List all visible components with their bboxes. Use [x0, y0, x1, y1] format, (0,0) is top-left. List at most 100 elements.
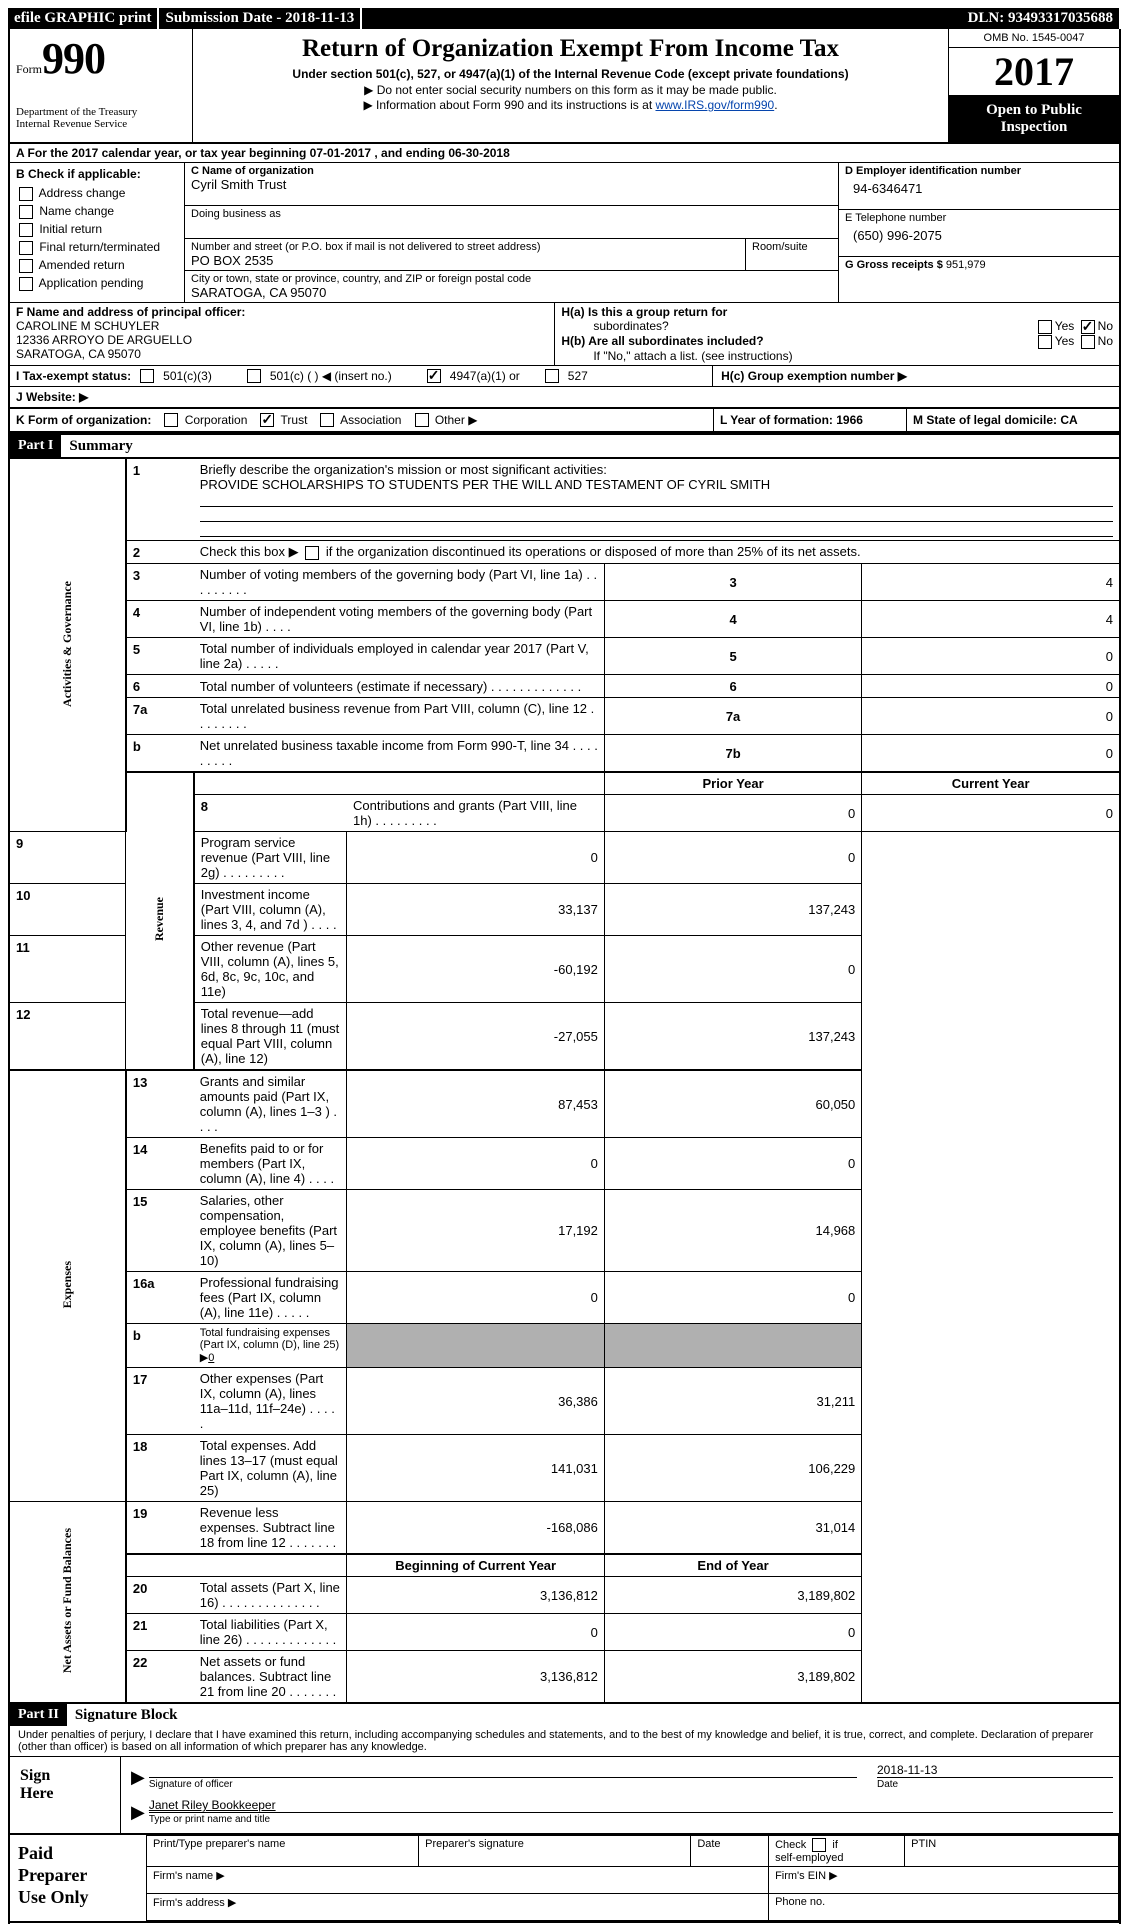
k-trust[interactable] — [260, 413, 274, 427]
dept-treasury: Department of the Treasury — [16, 106, 186, 118]
l16a-prior: 0 — [347, 1272, 604, 1324]
dept-irs: Internal Revenue Service — [16, 118, 186, 130]
l2-checkbox[interactable] — [305, 546, 319, 560]
l10-text: Investment income (Part VIII, column (A)… — [194, 884, 347, 936]
k-other[interactable] — [415, 413, 429, 427]
self-emp-cb[interactable] — [812, 1838, 826, 1852]
l9-text: Program service revenue (Part VIII, line… — [194, 832, 347, 884]
side-governance: Activities & Governance — [60, 581, 75, 707]
l7a-text: Total unrelated business revenue from Pa… — [194, 698, 605, 735]
ha-yes[interactable] — [1038, 320, 1052, 334]
cb-final-return[interactable]: Final return/terminated — [16, 238, 178, 256]
cb-address-change[interactable]: Address change — [16, 184, 178, 202]
l8-prior: 0 — [604, 795, 861, 832]
l18-text: Total expenses. Add lines 13–17 (must eq… — [194, 1435, 347, 1502]
part-2-label: Part II — [10, 1704, 67, 1726]
header-center: Return of Organization Exempt From Incom… — [193, 29, 948, 142]
l4-val: 4 — [862, 601, 1120, 638]
l14-text: Benefits paid to or for members (Part IX… — [194, 1138, 347, 1190]
phone-label: E Telephone number — [845, 212, 946, 224]
k-corp[interactable] — [164, 413, 178, 427]
hc-label: H(c) Group exemption number ▶ — [721, 369, 907, 383]
ha-sub: subordinates? — [561, 319, 668, 334]
k-label: K Form of organization: — [16, 413, 151, 427]
l16b-grey1 — [347, 1324, 604, 1368]
l16b-grey2 — [604, 1324, 861, 1368]
prep-self-emp: Check ifself-employed — [769, 1836, 905, 1867]
officer-addr2: SARATOGA, CA 95070 — [16, 347, 141, 361]
l20-text: Total assets (Part X, line 16) . . . . .… — [194, 1577, 347, 1614]
l12-text: Total revenue—add lines 8 through 11 (mu… — [194, 1003, 347, 1071]
l12-prior: -27,055 — [347, 1003, 604, 1071]
arrow-icon: ▶ — [127, 1767, 149, 1790]
perjury-text: Under penalties of perjury, I declare th… — [10, 1726, 1119, 1757]
l3-text: Number of voting members of the governin… — [194, 564, 605, 601]
prep-name-label: Print/Type preparer's name — [147, 1836, 419, 1867]
hb-note: If "No," attach a list. (see instruction… — [561, 349, 1113, 363]
cb-527[interactable] — [545, 369, 559, 383]
l19-curr: 31,014 — [604, 1502, 861, 1555]
date-label: Date — [877, 1777, 1113, 1790]
officer-printed-name: Janet Riley Bookkeeper — [149, 1798, 276, 1812]
hb-yes[interactable] — [1038, 335, 1052, 349]
l19-prior: -168,086 — [347, 1502, 604, 1555]
k-assoc[interactable] — [320, 413, 334, 427]
l8-curr: 0 — [862, 795, 1120, 832]
instr-info: ▶ Information about Form 990 and its ins… — [201, 98, 940, 114]
header-left: Form990 Department of the Treasury Inter… — [10, 29, 193, 142]
form-subtitle: Under section 501(c), 527, or 4947(a)(1)… — [201, 67, 940, 83]
l11-prior: -60,192 — [347, 936, 604, 1003]
part-2-title: Signature Block — [67, 1707, 178, 1724]
hb-no[interactable] — [1081, 335, 1095, 349]
ein-label: D Employer identification number — [845, 165, 1021, 177]
cb-amended[interactable]: Amended return — [16, 256, 178, 274]
row-klm: K Form of organization: Corporation Trus… — [8, 409, 1121, 434]
tax-year: 2017 — [949, 48, 1119, 96]
officer-name: CAROLINE M SCHUYLER — [16, 319, 159, 333]
cb-pending[interactable]: Application pending — [16, 274, 178, 292]
l13-curr: 60,050 — [604, 1070, 861, 1138]
col-d: D Employer identification number94-63464… — [839, 163, 1119, 302]
preparer-label: PaidPreparerUse Only — [10, 1835, 146, 1921]
l21-prior: 0 — [347, 1614, 604, 1651]
l11-curr: 0 — [604, 936, 861, 1003]
l6-text: Total number of volunteers (estimate if … — [194, 675, 605, 698]
l9-prior: 0 — [347, 832, 604, 884]
room-label: Room/suite — [746, 239, 838, 270]
j-label: J Website: ▶ — [16, 390, 88, 404]
row-a: A For the 2017 calendar year, or tax yea… — [8, 144, 1121, 163]
l22-curr: 3,189,802 — [604, 1651, 861, 1704]
ein: 94-6346471 — [845, 177, 1113, 200]
city: SARATOGA, CA 95070 — [191, 285, 832, 300]
row-f-h: F Name and address of principal officer:… — [8, 303, 1121, 366]
row-j: J Website: ▶ — [8, 387, 1121, 409]
side-expenses: Expenses — [60, 1261, 75, 1308]
discuss-row: May the IRS discuss this return with the… — [8, 1923, 1121, 1924]
signature-block: Under penalties of perjury, I declare th… — [8, 1726, 1121, 1835]
efile-button[interactable]: efile GRAPHIC print — [8, 8, 159, 29]
l12-curr: 137,243 — [604, 1003, 861, 1071]
l10-curr: 137,243 — [604, 884, 861, 936]
l14-prior: 0 — [347, 1138, 604, 1190]
col-c: C Name of organizationCyril Smith Trust … — [184, 163, 839, 302]
cb-initial-return[interactable]: Initial return — [16, 220, 178, 238]
irs-link[interactable]: www.IRS.gov/form990 — [655, 98, 774, 112]
ha-label: H(a) Is this a group return for — [561, 305, 727, 319]
ha-no[interactable] — [1081, 320, 1095, 334]
l16a-text: Professional fundraising fees (Part IX, … — [194, 1272, 347, 1324]
l15-prior: 17,192 — [347, 1190, 604, 1272]
phone: (650) 996-2075 — [845, 224, 1113, 247]
cb-name-change[interactable]: Name change — [16, 202, 178, 220]
cb-4947[interactable] — [427, 369, 441, 383]
officer-label: F Name and address of principal officer: — [16, 305, 245, 319]
sig-date: 2018-11-13 — [877, 1763, 1113, 1777]
prep-sig-label: Preparer's signature — [419, 1836, 691, 1867]
summary-table: Activities & Governance 1 Briefly descri… — [8, 457, 1121, 1704]
firm-ein-label: Firm's EIN ▶ — [769, 1867, 1119, 1894]
org-name: Cyril Smith Trust — [191, 177, 832, 192]
city-label: City or town, state or province, country… — [191, 273, 531, 285]
cb-501c[interactable] — [247, 369, 261, 383]
cb-501c3[interactable] — [140, 369, 154, 383]
header-block-bcd: B Check if applicable: Address change Na… — [8, 163, 1121, 303]
header-right: OMB No. 1545-0047 2017 Open to PublicIns… — [948, 29, 1119, 142]
